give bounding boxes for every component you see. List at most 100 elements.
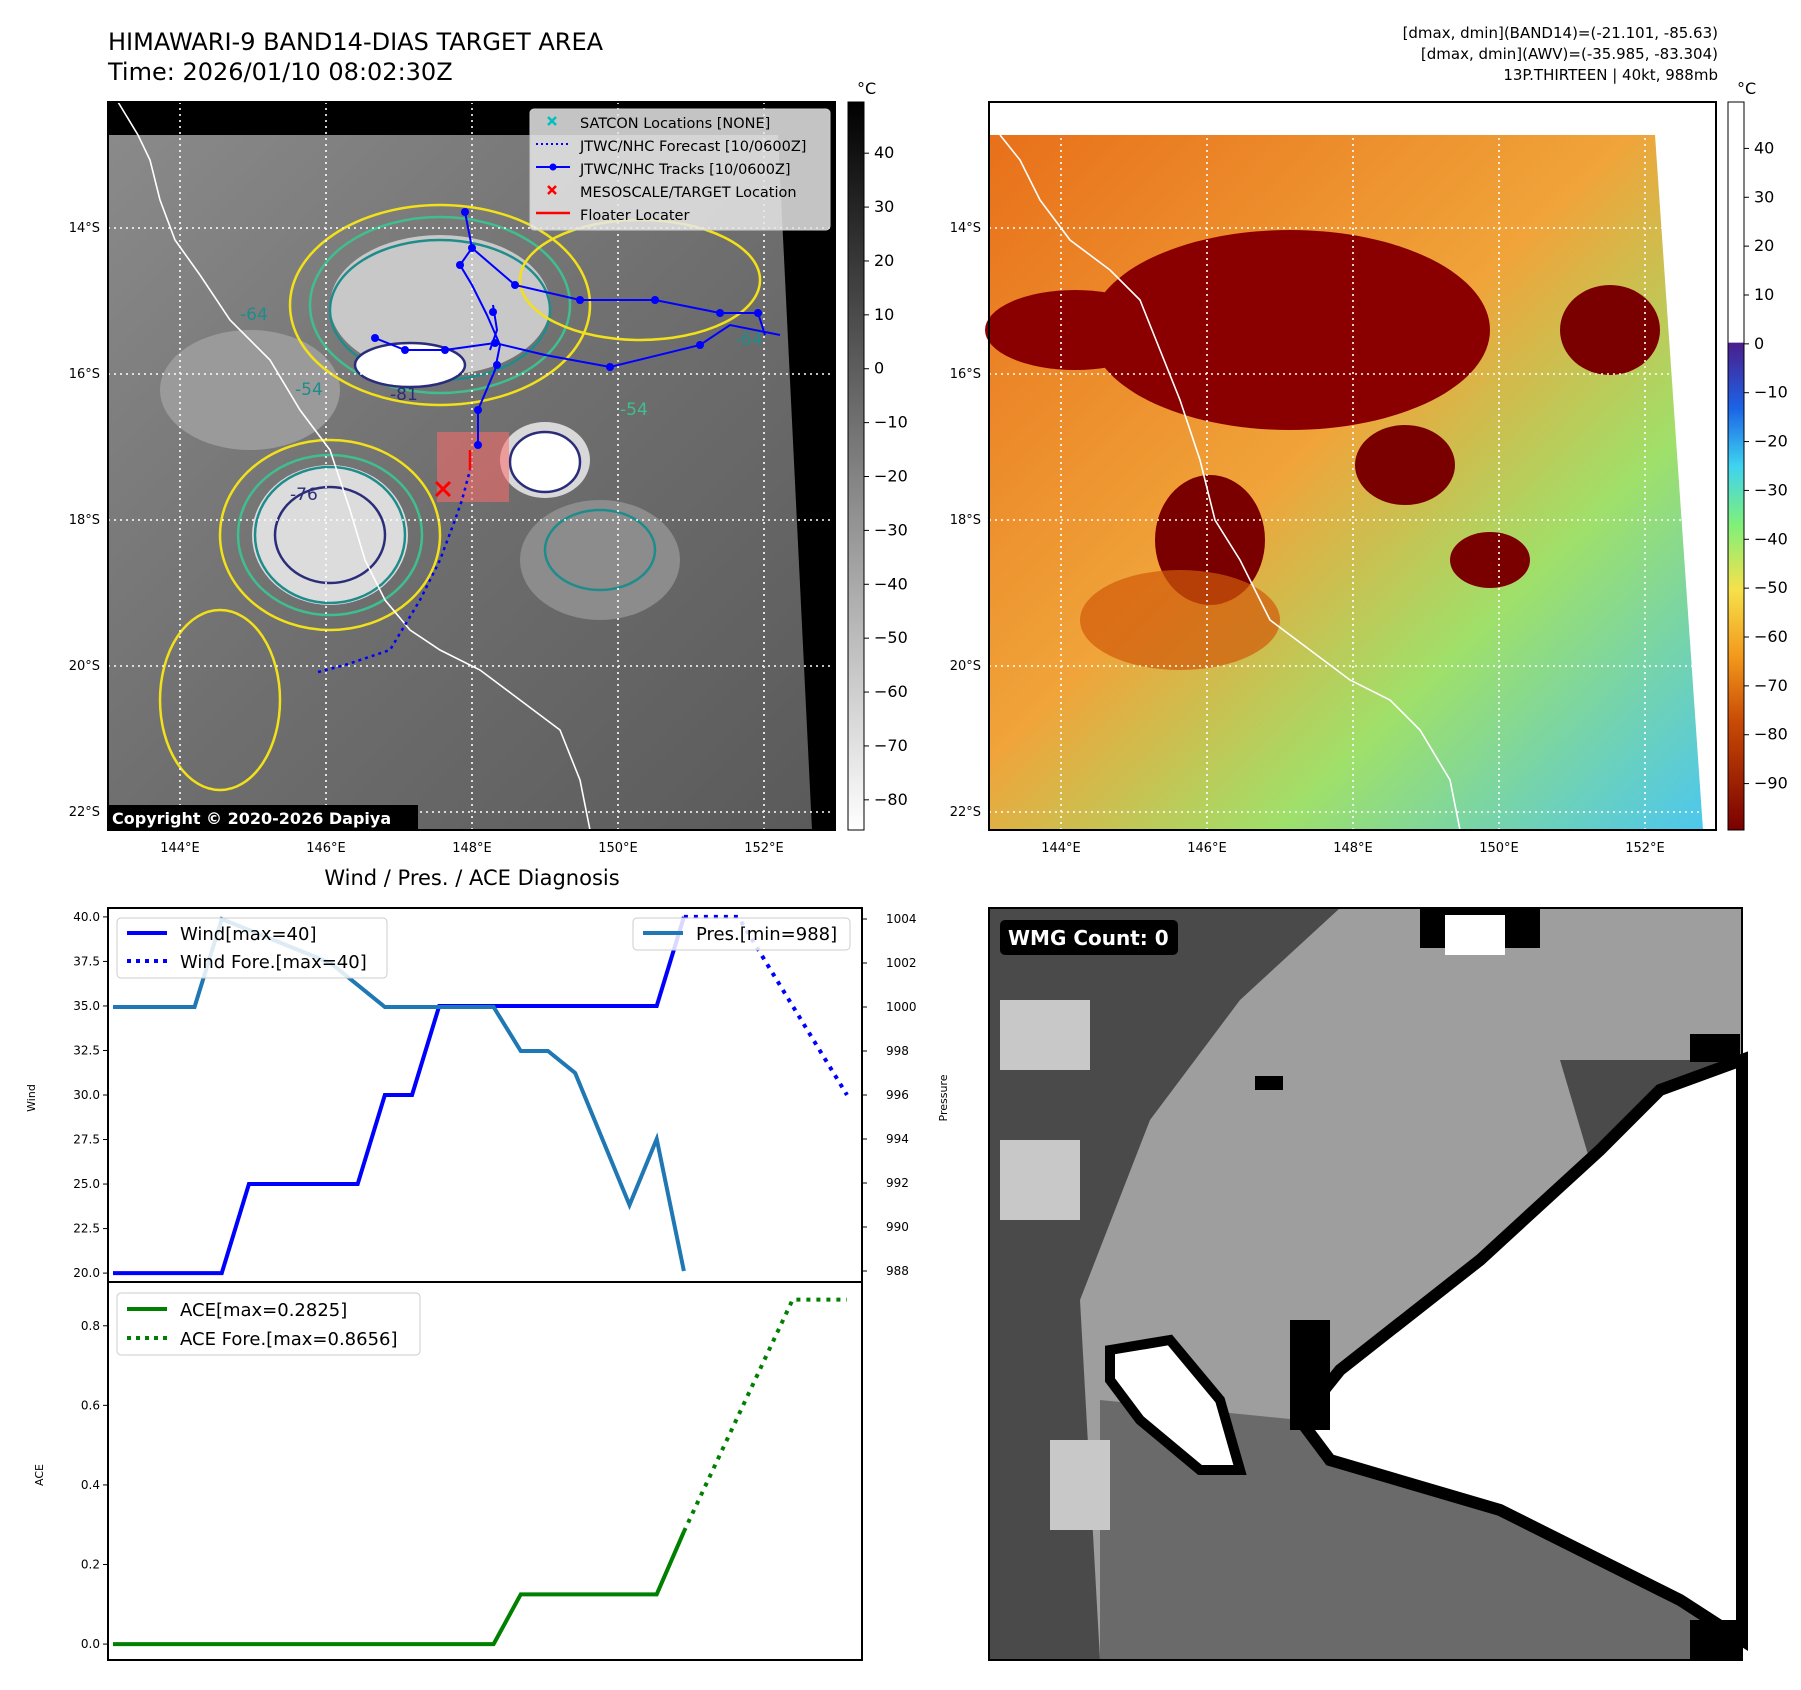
jtwc-track — [458, 211, 502, 445]
legend-label: JTWC/NHC Forecast [10/0600Z] — [579, 139, 806, 155]
series-line-0 — [113, 1530, 686, 1647]
legend-label: Wind[max=40] — [180, 924, 317, 945]
awv-lat-ticks: 14°S 16°S 18°S 20°S 22°S — [950, 221, 981, 820]
moisture-mass — [1080, 570, 1280, 670]
jtwc-track-points — [371, 208, 762, 449]
moisture-mass — [1090, 230, 1490, 430]
legend-label: Pres.[min=988] — [696, 924, 837, 945]
wind-axis-label: Wind — [25, 1084, 38, 1112]
ace-chart: 0.0 0.2 0.4 0.6 0.8 — [81, 1281, 863, 1661]
colorbar-tick-label: 30 — [1754, 187, 1774, 206]
series-line-0 — [113, 916, 686, 1276]
legend-label: JTWC/NHC Tracks [10/0600Z] — [579, 162, 791, 178]
copyright-badge — [108, 805, 418, 830]
colorbar-tick-label: −20 — [874, 467, 908, 486]
awv-lon-ticks: 144°E 146°E 148°E 150°E 152°E — [1041, 841, 1665, 856]
colorbar-tick-label: −90 — [1754, 774, 1788, 793]
copyright-text: Copyright © 2020-2026 Dapiya — [112, 809, 391, 828]
colorbar-tick-label: −30 — [874, 520, 908, 539]
ir-colorbar: °C 40 30 20 10 0 −10 −20 −30 −40 −50 −60 −70 −80 — [847, 79, 908, 831]
svg-text:18°S: 18°S — [950, 513, 981, 528]
y-right-tick-label: 988 — [886, 1264, 909, 1278]
series-line-1 — [683, 914, 849, 1097]
svg-text:16°S: 16°S — [69, 367, 100, 382]
wmg-light-block — [1000, 1000, 1090, 1070]
floater-box — [437, 432, 509, 502]
cloud-mass — [160, 330, 340, 450]
target-location-marker — [434, 480, 452, 498]
colorbar-tick-label: 40 — [1754, 138, 1774, 157]
wmg-black-block — [1290, 1320, 1330, 1430]
chart-frame — [107, 1281, 863, 1661]
coastline — [117, 101, 591, 831]
contour-label: -54 — [620, 400, 648, 420]
series-line-1 — [682, 1297, 847, 1533]
y-tick-label: 25.0 — [73, 1177, 100, 1191]
colorbar-unit: °C — [1737, 79, 1756, 98]
figure-title-line2: Time: 2026/01/10 08:02:30Z — [107, 58, 453, 86]
legend-label: Floater Locater — [580, 208, 689, 224]
wind-legend: Wind[max=40] Wind Fore.[max=40] — [116, 917, 388, 979]
contour-navy — [508, 430, 582, 494]
colorbar-tick-label: 20 — [874, 251, 894, 270]
jtwc-track — [374, 323, 781, 369]
colorbar-tick-label: 40 — [874, 143, 894, 162]
y-right-tick-label: 1000 — [886, 1000, 917, 1014]
colorbar-tick-label: −40 — [874, 574, 908, 593]
colorbar-tick-label: −70 — [874, 736, 908, 755]
wmg-white-block — [1445, 915, 1505, 955]
figure-title-line1: HIMAWARI-9 BAND14-DIAS TARGET AREA — [108, 28, 604, 56]
awv-gridlines — [989, 102, 1716, 830]
svg-text:146°E: 146°E — [1187, 841, 1227, 856]
wmg-label-bg — [1000, 920, 1178, 955]
wmg-mid-region — [1100, 1400, 1742, 1660]
y-tick-label: 0.8 — [81, 1319, 100, 1333]
colorbar-tick-label: −50 — [874, 628, 908, 647]
colorbar-tick-label: 10 — [1754, 285, 1774, 304]
satcon-marker-icon — [547, 116, 557, 126]
colorbar-tick-label: −70 — [1754, 676, 1788, 695]
wmg-black-block — [1690, 1034, 1740, 1062]
moisture-mass — [1560, 285, 1660, 375]
ir-lon-ticks: 144°E 146°E 148°E 150°E 152°E — [160, 841, 784, 856]
y-tick-label: 27.5 — [73, 1133, 100, 1147]
svg-text:152°E: 152°E — [744, 841, 784, 856]
legend-label: ACE[max=0.2825] — [180, 1300, 347, 1321]
awv-map-panel — [985, 101, 1717, 831]
wind-pressure-chart: 20.0 22.5 25.0 27.5 30.0 32.5 35.0 37.5 40.0 988 9… — [73, 907, 917, 1283]
colorbar-tick-label: −60 — [1754, 627, 1788, 646]
coastline — [999, 134, 1461, 831]
y-right-tick-label: 992 — [886, 1176, 909, 1190]
svg-text:14°S: 14°S — [69, 221, 100, 236]
svg-text:22°S: 22°S — [69, 805, 100, 820]
y-right-tick-label: 1002 — [886, 956, 917, 970]
svg-text:20°S: 20°S — [950, 659, 981, 674]
svg-text:146°E: 146°E — [306, 841, 346, 856]
wmg-white-patch — [1105, 1334, 1247, 1475]
y-right-tick-label: 996 — [886, 1088, 909, 1102]
colorbar-tick-label: 10 — [874, 305, 894, 324]
awv-colorbar: °C 40 30 20 10 0 −10 −20 −30 −40 −50 −60 −70 −80 −90 — [1727, 79, 1788, 831]
target-marker-icon — [547, 185, 557, 195]
contour-green — [308, 215, 572, 395]
colorbar-tick-label: 0 — [1754, 334, 1764, 353]
forecast-track — [317, 469, 472, 674]
contour-navy — [353, 341, 467, 389]
stats-line2: [dmax, dmin](AWV)=(-35.985, -83.304) — [1421, 45, 1718, 63]
contour-label: -64 — [735, 330, 763, 350]
colorbar-tick-label: −30 — [1754, 480, 1788, 499]
svg-text:18°S: 18°S — [69, 513, 100, 528]
moisture-mass — [1355, 425, 1455, 505]
contour-label: -64 — [240, 305, 268, 325]
y-tick-label: 35.0 — [73, 999, 100, 1013]
y-right-tick-label: 994 — [886, 1132, 909, 1146]
colorbar-tick-label: −10 — [874, 413, 908, 432]
moisture-mass — [985, 290, 1165, 370]
y-tick-label: 0.2 — [81, 1558, 100, 1572]
ace-legend: ACE[max=0.2825] ACE Fore.[max=0.8656] — [116, 1292, 421, 1356]
colorbar-tick-label: −80 — [874, 790, 908, 809]
y-tick-label: 32.5 — [73, 1043, 100, 1057]
stats-line3: 13P.THIRTEEN | 40kt, 988mb — [1503, 66, 1718, 84]
wmg-panel: WMG Count: 0 — [988, 907, 1748, 1661]
ir-lat-ticks: 14°S 16°S 18°S 20°S 22°S — [69, 221, 100, 820]
